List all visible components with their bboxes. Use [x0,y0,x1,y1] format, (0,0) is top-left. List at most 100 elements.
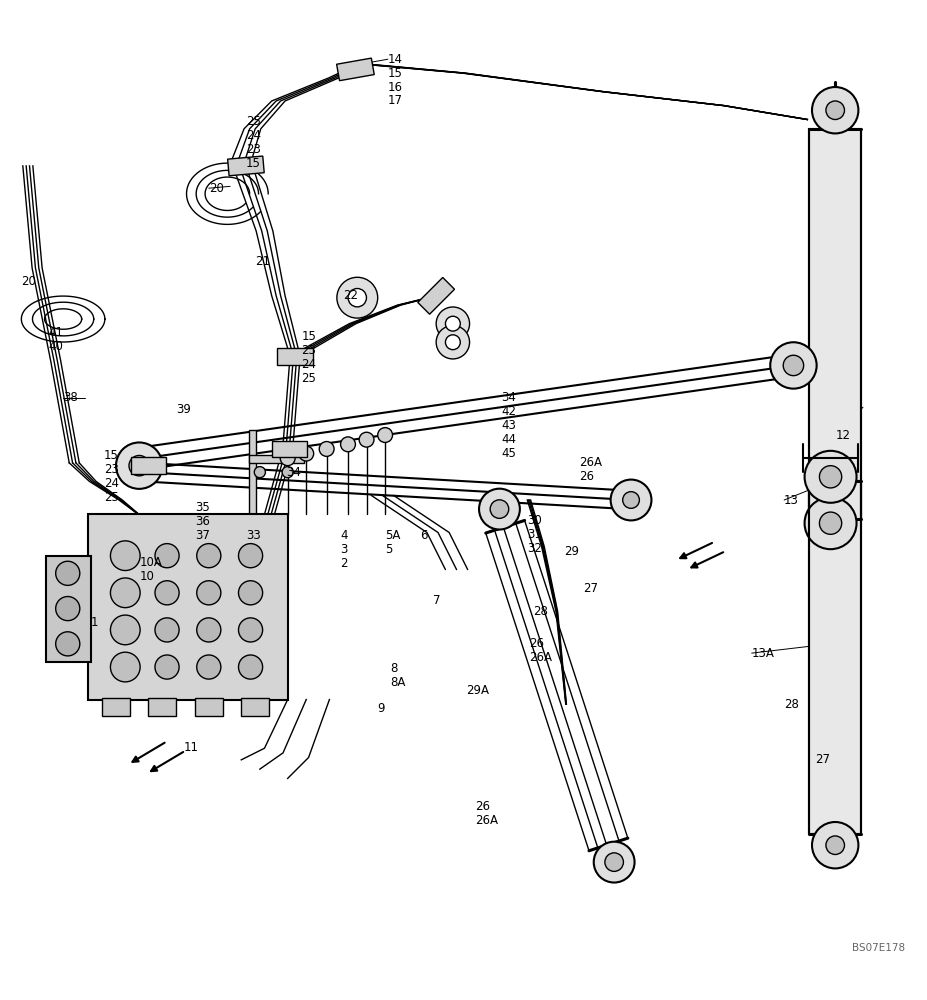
Text: 34: 34 [286,466,300,479]
Text: 1: 1 [91,616,98,629]
Text: 37: 37 [195,529,210,542]
Text: 26A: 26A [578,456,602,469]
Bar [248,430,256,519]
Circle shape [804,451,856,503]
Circle shape [56,632,80,656]
Text: 9: 9 [377,702,385,715]
Text: 10A: 10A [140,556,163,569]
Text: 17: 17 [387,94,402,107]
Text: 20: 20 [21,275,36,288]
Circle shape [319,442,334,456]
Circle shape [436,326,469,359]
Circle shape [280,451,295,466]
Text: 15: 15 [246,157,260,170]
Circle shape [238,581,262,605]
Circle shape [110,652,140,682]
Polygon shape [272,441,307,457]
Circle shape [110,541,140,571]
Circle shape [348,289,366,307]
Text: 14: 14 [387,53,402,66]
Text: 21: 21 [255,255,270,268]
Text: 25: 25 [301,372,316,385]
Polygon shape [337,58,374,81]
Bar [808,481,860,834]
Text: 26A: 26A [528,651,552,664]
Text: 16: 16 [387,81,402,94]
Circle shape [825,836,844,854]
Circle shape [593,842,634,883]
Circle shape [337,277,377,318]
Text: 23: 23 [104,463,119,476]
Circle shape [359,432,374,447]
Text: 38: 38 [63,391,78,404]
Text: 32: 32 [527,542,541,555]
Text: 12: 12 [834,429,849,442]
Text: 20: 20 [209,182,223,195]
Text: 15: 15 [301,330,316,343]
Text: 27: 27 [582,582,597,595]
Circle shape [819,466,841,488]
Text: 26: 26 [528,637,543,650]
Circle shape [622,492,639,508]
Text: 2: 2 [340,557,348,570]
Polygon shape [417,277,454,314]
Circle shape [197,581,221,605]
Text: 36: 36 [195,515,210,528]
Circle shape [604,853,623,871]
Bar [46,556,91,662]
Text: 4: 4 [340,529,348,542]
Text: 7: 7 [433,594,440,607]
Text: 5: 5 [385,543,392,556]
Text: 24: 24 [301,358,316,371]
Text: 11: 11 [184,741,198,754]
Text: 39: 39 [176,403,191,416]
Bar [148,698,176,716]
Circle shape [478,489,519,529]
Text: 8: 8 [390,662,398,675]
Circle shape [238,544,262,568]
Circle shape [436,307,469,340]
Circle shape [819,512,841,534]
Text: BS07E178: BS07E178 [851,943,904,953]
Circle shape [155,581,179,605]
Circle shape [811,87,857,133]
Circle shape [197,544,221,568]
Circle shape [155,544,179,568]
Text: 23: 23 [301,344,316,357]
Text: 15: 15 [387,67,402,80]
Circle shape [116,442,162,489]
Text: 28: 28 [532,605,547,618]
Circle shape [197,618,221,642]
Bar [102,698,130,716]
Text: 6: 6 [420,529,427,542]
Text: 10: 10 [140,570,155,583]
Text: 13: 13 [783,493,798,506]
Circle shape [610,480,651,520]
Circle shape [489,500,508,518]
Text: 25: 25 [104,491,119,504]
Text: 24: 24 [104,477,119,490]
Text: 31: 31 [527,528,541,541]
Text: 28: 28 [783,698,798,711]
Circle shape [445,316,460,331]
Circle shape [155,618,179,642]
Circle shape [238,655,262,679]
Text: 41: 41 [48,326,63,339]
Text: 26: 26 [578,470,593,483]
Circle shape [238,618,262,642]
Circle shape [110,615,140,645]
Circle shape [129,455,149,476]
Polygon shape [227,156,264,176]
Text: 29A: 29A [465,684,489,697]
Polygon shape [131,457,166,474]
Text: 8A: 8A [390,676,406,689]
Circle shape [811,822,857,868]
Text: 42: 42 [501,405,515,418]
Text: 26A: 26A [475,814,498,827]
Text: 43: 43 [501,419,515,432]
Circle shape [825,101,844,120]
Circle shape [56,597,80,621]
Circle shape [110,578,140,608]
Circle shape [282,467,293,478]
Bar [241,698,269,716]
